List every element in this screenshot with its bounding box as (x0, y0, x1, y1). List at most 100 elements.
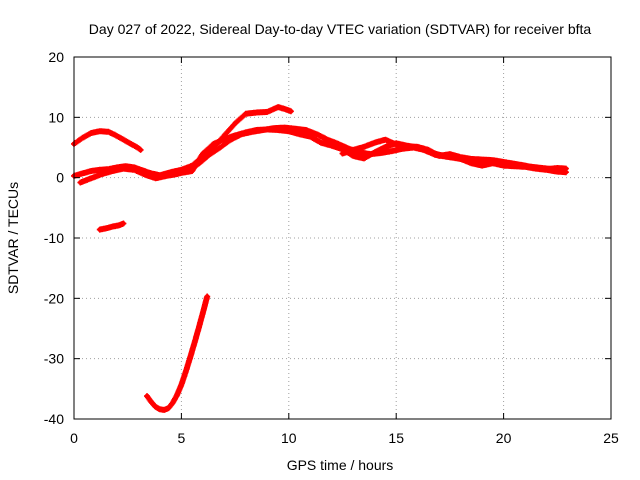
y-tick-label: -10 (44, 230, 64, 246)
y-axis-label: SDTVAR / TECUs (5, 182, 21, 294)
data-point (288, 108, 294, 114)
data-point (105, 129, 111, 135)
data-point (544, 166, 549, 172)
data-point (99, 171, 105, 177)
grid (74, 57, 611, 419)
data-point (131, 167, 137, 173)
data-point (118, 136, 124, 141)
data-point (189, 168, 195, 174)
data-point (314, 131, 320, 137)
data-point (447, 151, 453, 157)
data-point (329, 143, 335, 149)
data-point (88, 175, 94, 181)
data-point (157, 406, 163, 412)
data-point (221, 136, 227, 142)
x-tick-label: 20 (496, 430, 512, 446)
data-point (191, 341, 197, 346)
data-point (232, 120, 238, 126)
data-point (490, 157, 496, 163)
data-point (174, 392, 180, 398)
data-point (211, 141, 217, 147)
data-point (275, 104, 281, 110)
data-point (282, 106, 287, 112)
data-point (340, 151, 345, 156)
data-point (436, 153, 442, 159)
data-point (97, 227, 103, 232)
data-point (161, 407, 167, 413)
data-point (80, 135, 85, 141)
data-point (383, 137, 388, 143)
data-point (157, 174, 163, 179)
data-point (121, 166, 126, 172)
data-point (88, 168, 94, 174)
data-point (383, 144, 388, 150)
data-point (217, 145, 223, 150)
data-point (110, 224, 116, 229)
data-point (80, 171, 85, 176)
data-point (522, 163, 528, 169)
data-point (196, 326, 201, 331)
data-point (350, 147, 356, 153)
data-point (142, 172, 148, 178)
y-tick-label: -40 (44, 411, 64, 427)
data-point (97, 128, 103, 134)
data-point (187, 355, 193, 361)
data-point (468, 156, 474, 162)
data-point (307, 134, 313, 140)
data-point (112, 132, 118, 138)
data-point (264, 109, 270, 115)
data-point (183, 369, 189, 375)
y-tick-label: -20 (44, 290, 64, 306)
data-point (243, 130, 249, 135)
data-point (393, 142, 399, 147)
x-tick-label: 0 (70, 430, 78, 446)
data-point (206, 152, 212, 158)
data-point (97, 167, 103, 173)
y-tick-label: 10 (48, 109, 64, 125)
data-point (389, 148, 395, 154)
data-point (275, 127, 281, 133)
ticks: 0 5 10 15 20 25 -40 -30 -20 -10 0 10 20 (44, 49, 619, 446)
data-point (254, 110, 259, 115)
data-point (243, 111, 249, 117)
data-point (426, 147, 431, 153)
data-point (179, 382, 184, 388)
data-point (144, 393, 150, 399)
x-tick-label: 15 (388, 430, 404, 446)
data-point (78, 180, 83, 185)
data-point (361, 144, 367, 150)
data-point (303, 127, 309, 133)
y-tick-label: 0 (56, 170, 64, 186)
data-point (372, 140, 378, 146)
data-point (511, 161, 517, 167)
x-tick-label: 10 (281, 430, 297, 446)
data-point (232, 133, 238, 138)
series-arc-5 (96, 220, 127, 233)
data-point (297, 131, 302, 137)
data-point (127, 140, 133, 146)
data-point (372, 149, 378, 155)
data-point (254, 127, 259, 133)
data-point (554, 165, 560, 171)
data-point (148, 399, 154, 405)
data-point (501, 159, 506, 165)
data-point (170, 400, 176, 406)
data-point (479, 163, 485, 169)
data-point (361, 155, 367, 161)
data-point (458, 154, 464, 160)
data-point (168, 172, 174, 178)
x-tick-label: 25 (603, 430, 619, 446)
x-tick-label: 5 (178, 430, 186, 446)
data-point (325, 137, 330, 143)
data-point (146, 172, 152, 178)
data-point (121, 221, 126, 226)
data-point (166, 405, 171, 411)
series-arc-6 (144, 293, 211, 413)
data-point (200, 310, 206, 316)
data-point (116, 222, 122, 228)
data-point (404, 143, 410, 149)
data-point (179, 170, 184, 176)
data-point (350, 153, 356, 159)
